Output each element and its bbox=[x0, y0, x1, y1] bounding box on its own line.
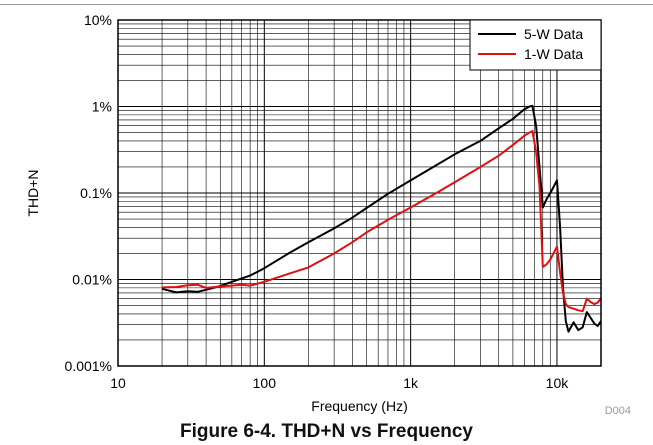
x-tick-label: 10k bbox=[546, 375, 570, 391]
y-axis-ticks: 0.001% 0.01% 0.1% 1% 10% bbox=[65, 12, 112, 374]
thd-chart: 10 100 1k 10k 0.001% 0.01% 0.1% 1% 10% Frequenc… bbox=[25, 12, 631, 417]
y-axis-label: THD+N bbox=[25, 169, 41, 216]
legend-label: 5-W Data bbox=[524, 26, 583, 42]
x-axis-label: Frequency (Hz) bbox=[311, 398, 407, 414]
x-tick-label: 100 bbox=[253, 375, 277, 391]
y-tick-label: 10% bbox=[84, 12, 112, 28]
top-divider bbox=[0, 4, 653, 5]
legend-box bbox=[469, 19, 602, 71]
y-tick-label: 0.01% bbox=[72, 272, 112, 288]
series-line-1 bbox=[161, 104, 602, 333]
series-layer bbox=[161, 104, 602, 333]
plot-frame bbox=[117, 19, 602, 367]
y-tick-label: 0.1% bbox=[80, 185, 112, 201]
figure-code: D004 bbox=[605, 405, 631, 417]
x-tick-label: 10 bbox=[110, 375, 126, 391]
series-line-2 bbox=[161, 130, 602, 313]
chart-grid bbox=[117, 20, 602, 367]
y-tick-label: 0.001% bbox=[65, 358, 112, 374]
y-tick-label: 1% bbox=[92, 99, 112, 115]
legend: 5-W Data 1-W Data bbox=[469, 19, 602, 71]
x-tick-label: 1k bbox=[403, 375, 419, 391]
x-axis-ticks: 10 100 1k 10k bbox=[110, 375, 569, 391]
legend-label: 1-W Data bbox=[524, 46, 583, 62]
figure-caption: Figure 6-4. THD+N vs Frequency bbox=[180, 421, 473, 442]
